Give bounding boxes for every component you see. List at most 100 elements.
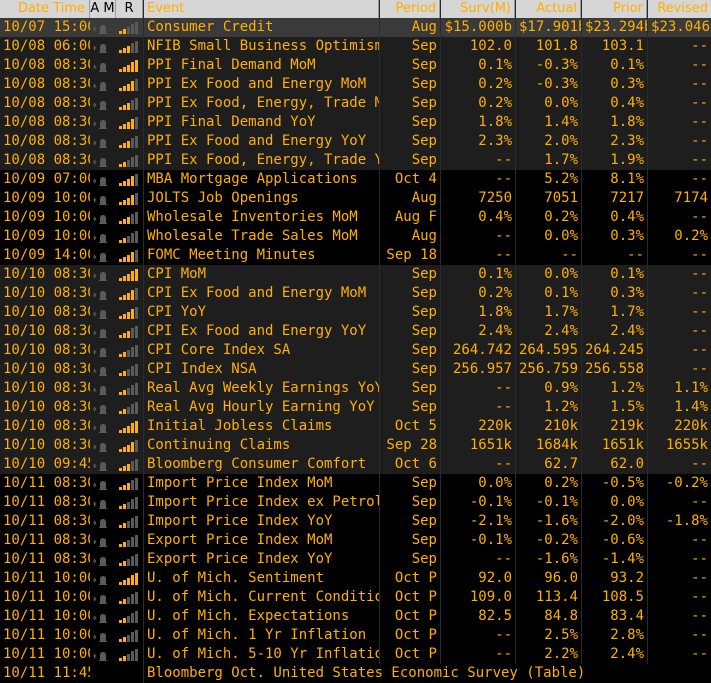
table-row[interactable]: 10/08 06:00 NFIB Small Business Optimism S… — [0, 37, 711, 56]
table-row[interactable]: 10/08 08:30 PPI Final Demand MoM Sep 0.1% -0… — [0, 56, 711, 75]
header-relevance[interactable]: R — [116, 0, 143, 18]
event-cell[interactable]: PPI Ex Food, Energy, Trade MoM — [143, 94, 379, 113]
header-actual[interactable]: Actual — [515, 0, 581, 18]
alert-cell[interactable] — [90, 18, 116, 37]
alert-cell[interactable] — [90, 37, 116, 56]
bell-alert-icon[interactable] — [93, 98, 111, 110]
table-row[interactable]: 10/08 08:30 PPI Ex Food, Energy, Trade Mo… — [0, 94, 711, 113]
bell-alert-icon[interactable] — [93, 497, 111, 509]
alert-cell[interactable] — [90, 550, 116, 569]
alert-cell[interactable] — [90, 341, 116, 360]
table-row[interactable]: 10/11 10:00 U. of Mich. 1 Yr Inflation Oct… — [0, 626, 711, 645]
alert-cell[interactable] — [90, 94, 116, 113]
event-cell[interactable]: Import Price Index YoY — [143, 512, 379, 531]
event-cell[interactable]: U. of Mich. Current Conditions — [143, 588, 379, 607]
table-row[interactable]: 10/11 08:30 Export Price Index MoM Sep -0.1… — [0, 531, 711, 550]
alert-cell[interactable] — [90, 360, 116, 379]
event-cell[interactable]: U. of Mich. 1 Yr Inflation — [143, 626, 379, 645]
table-row[interactable]: 10/09 07:00 MBA Mortgage Applications Oct … — [0, 170, 711, 189]
header-event[interactable]: Event — [143, 0, 379, 18]
table-row[interactable]: 10/11 08:30 Import Price Index MoM Sep 0.0%… — [0, 474, 711, 493]
table-row[interactable]: 10/10 08:30 CPI Index NSA Sep 256.957 256.75… — [0, 360, 711, 379]
alert-cell[interactable] — [90, 493, 116, 512]
header-date-time[interactable]: Date Time — [0, 0, 90, 18]
table-row[interactable]: 10/08 08:30 PPI Ex Food and Energy YoY Sep… — [0, 132, 711, 151]
bell-alert-icon[interactable] — [93, 288, 111, 300]
table-row[interactable]: 10/11 10:00 U. of Mich. 5-10 Yr Inflation… — [0, 645, 711, 664]
bell-alert-icon[interactable] — [93, 478, 111, 490]
event-cell[interactable]: Initial Jobless Claims — [143, 417, 379, 436]
event-cell[interactable]: PPI Ex Food and Energy MoM — [143, 75, 379, 94]
alert-cell[interactable] — [90, 474, 116, 493]
header-period[interactable]: Period — [379, 0, 440, 18]
alert-cell[interactable] — [90, 626, 116, 645]
table-row[interactable]: 10/09 10:00 Wholesale Inventories MoM Aug … — [0, 208, 711, 227]
event-cell[interactable]: Export Price Index MoM — [143, 531, 379, 550]
alert-cell[interactable] — [90, 170, 116, 189]
bell-alert-icon[interactable] — [93, 383, 111, 395]
bell-alert-icon[interactable] — [93, 117, 111, 129]
bell-alert-icon[interactable] — [93, 402, 111, 414]
alert-cell[interactable] — [90, 531, 116, 550]
bell-alert-icon[interactable] — [93, 307, 111, 319]
bell-alert-icon[interactable] — [93, 440, 111, 452]
bell-alert-icon[interactable] — [93, 41, 111, 53]
table-row[interactable]: 10/11 08:30 Import Price Index YoY Sep -2.1… — [0, 512, 711, 531]
alert-cell[interactable] — [90, 189, 116, 208]
table-row[interactable]: 10/11 10:00 U. of Mich. Expectations Oct P… — [0, 607, 711, 626]
table-row[interactable]: 10/08 08:30 PPI Final Demand YoY Sep 1.8% 1.… — [0, 113, 711, 132]
alert-cell[interactable] — [90, 436, 116, 455]
header-alert[interactable]: A M — [90, 0, 116, 18]
alert-cell[interactable] — [90, 607, 116, 626]
event-cell[interactable]: Bloomberg Oct. United States Economic Su… — [143, 664, 619, 683]
event-cell[interactable]: Import Price Index MoM — [143, 474, 379, 493]
bell-alert-icon[interactable] — [93, 573, 111, 585]
alert-cell[interactable] — [90, 379, 116, 398]
alert-cell[interactable] — [90, 664, 116, 683]
bell-alert-icon[interactable] — [93, 231, 111, 243]
event-cell[interactable]: PPI Final Demand YoY — [143, 113, 379, 132]
event-cell[interactable]: Wholesale Trade Sales MoM — [143, 227, 379, 246]
table-row[interactable]: 10/10 08:30 Real Avg Weekly Earnings YoY S… — [0, 379, 711, 398]
event-cell[interactable]: PPI Ex Food, Energy, Trade YoY — [143, 151, 379, 170]
alert-cell[interactable] — [90, 227, 116, 246]
alert-cell[interactable] — [90, 569, 116, 588]
bell-alert-icon[interactable] — [93, 535, 111, 547]
table-row[interactable]: 10/10 08:30 CPI MoM Sep 0.1% 0.0% 0.1% -- — [0, 265, 711, 284]
table-row[interactable]: 10/11 10:00 U. of Mich. Current Condition… — [0, 588, 711, 607]
event-cell[interactable]: CPI Core Index SA — [143, 341, 379, 360]
alert-cell[interactable] — [90, 322, 116, 341]
bell-alert-icon[interactable] — [93, 364, 111, 376]
table-row[interactable]: 10/10 08:30 Continuing Claims Sep 28 1651k 1… — [0, 436, 711, 455]
event-cell[interactable]: U. of Mich. 5-10 Yr Inflation — [143, 645, 379, 664]
alert-cell[interactable] — [90, 303, 116, 322]
event-cell[interactable]: Export Price Index YoY — [143, 550, 379, 569]
alert-cell[interactable] — [90, 398, 116, 417]
bell-alert-icon[interactable] — [93, 611, 111, 623]
bell-alert-icon[interactable] — [93, 79, 111, 91]
alert-cell[interactable] — [90, 208, 116, 227]
bell-alert-icon[interactable] — [93, 22, 111, 34]
bell-alert-icon[interactable] — [93, 136, 111, 148]
alert-cell[interactable] — [90, 151, 116, 170]
bell-alert-icon[interactable] — [93, 345, 111, 357]
table-row[interactable]: 10/11 08:30 Import Price Index ex Petrole… — [0, 493, 711, 512]
bell-alert-icon[interactable] — [93, 421, 111, 433]
bell-alert-icon[interactable] — [93, 630, 111, 642]
bell-alert-icon[interactable] — [93, 250, 111, 262]
alert-cell[interactable] — [90, 246, 116, 265]
bell-alert-icon[interactable] — [93, 269, 111, 281]
table-row[interactable]: 10/09 10:00 JOLTS Job Openings Aug 7250 7051… — [0, 189, 711, 208]
header-survey[interactable]: Surv(M) — [440, 0, 515, 18]
event-cell[interactable]: CPI Index NSA — [143, 360, 379, 379]
alert-cell[interactable] — [90, 417, 116, 436]
event-cell[interactable]: CPI Ex Food and Energy YoY — [143, 322, 379, 341]
bell-alert-icon[interactable] — [93, 459, 111, 471]
table-row[interactable]: 10/11 08:30 Export Price Index YoY Sep -- -1… — [0, 550, 711, 569]
alert-cell[interactable] — [90, 284, 116, 303]
header-revised[interactable]: Revised — [647, 0, 711, 18]
event-cell[interactable]: PPI Final Demand MoM — [143, 56, 379, 75]
event-cell[interactable]: CPI YoY — [143, 303, 379, 322]
table-row[interactable]: 10/10 08:30 Real Avg Hourly Earning YoY Se… — [0, 398, 711, 417]
bell-alert-icon[interactable] — [93, 193, 111, 205]
